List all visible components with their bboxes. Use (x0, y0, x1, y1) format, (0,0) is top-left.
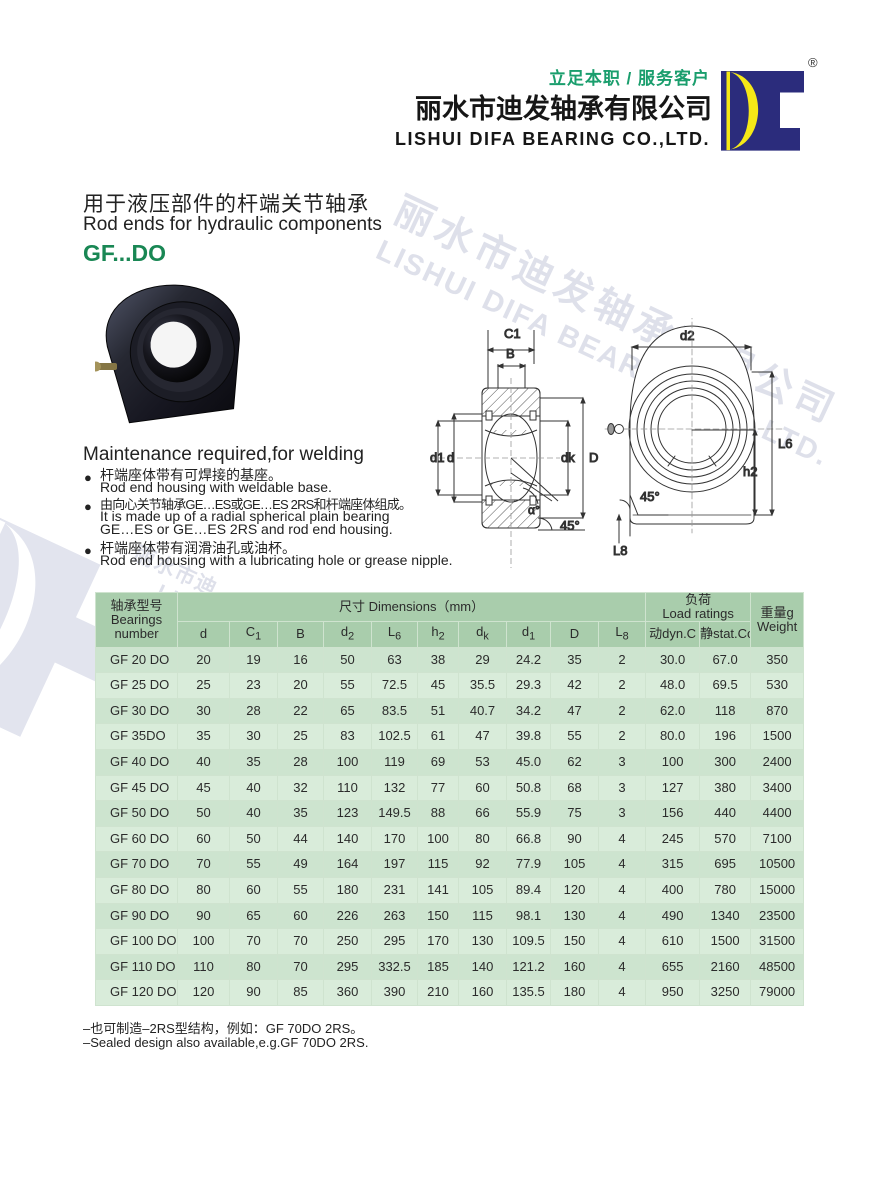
svg-text:dk: dk (561, 450, 575, 465)
svg-text:L8: L8 (613, 543, 627, 558)
svg-text:45°: 45° (640, 489, 660, 504)
svg-text:α°: α° (528, 503, 540, 517)
svg-text:d: d (447, 450, 454, 465)
svg-text:D: D (589, 450, 598, 465)
svg-text:L6: L6 (778, 436, 792, 451)
svg-text:45°: 45° (560, 518, 580, 533)
svg-text:B: B (506, 346, 515, 361)
svg-text:C1: C1 (504, 326, 521, 341)
svg-text:d1: d1 (430, 450, 444, 465)
svg-text:h2: h2 (743, 464, 757, 479)
